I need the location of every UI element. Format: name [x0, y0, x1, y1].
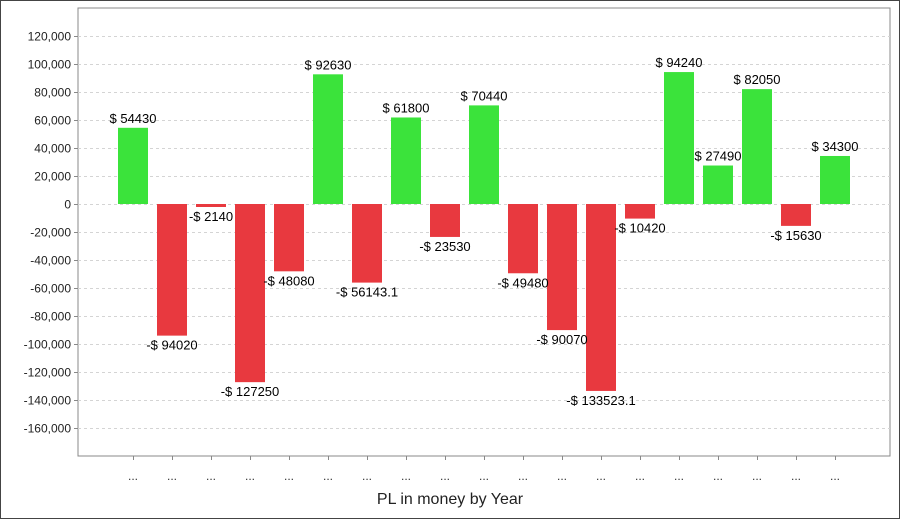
- x-tick-label: ...: [401, 469, 411, 483]
- data-label: $ 27490: [695, 149, 742, 164]
- bar: [196, 204, 226, 207]
- bar: [118, 127, 148, 204]
- x-tick-label: ...: [518, 469, 528, 483]
- data-label: -$ 10420: [614, 221, 665, 236]
- bar: [820, 155, 850, 204]
- y-tick-label: -20,000: [30, 226, 71, 240]
- bar: [625, 204, 655, 219]
- x-axis: ........................................…: [128, 456, 840, 483]
- y-tick-label: -80,000: [30, 310, 71, 324]
- data-label: $ 94240: [656, 55, 703, 70]
- x-axis-label: PL in money by Year: [376, 491, 524, 508]
- x-tick-label: ...: [362, 469, 372, 483]
- y-tick-label: -60,000: [30, 282, 71, 296]
- data-label: $ 61800: [383, 100, 430, 115]
- bar: [352, 204, 382, 283]
- y-tick-label: -100,000: [24, 338, 72, 352]
- x-tick-label: ...: [323, 469, 333, 483]
- data-label: -$ 127250: [221, 384, 280, 399]
- bar: [469, 105, 499, 204]
- bar: [742, 89, 772, 204]
- bar: [235, 204, 265, 383]
- data-label: $ 34300: [812, 139, 859, 154]
- x-tick-label: ...: [752, 469, 762, 483]
- data-label: -$ 48080: [263, 273, 314, 288]
- data-label: $ 70440: [461, 88, 508, 103]
- data-label: $ 82050: [734, 72, 781, 87]
- x-tick-label: ...: [830, 469, 840, 483]
- data-label: -$ 133523.1: [566, 393, 635, 408]
- y-tick-label: 20,000: [34, 170, 71, 184]
- data-label: -$ 49480: [497, 275, 548, 290]
- y-tick-label: 100,000: [28, 58, 72, 72]
- bar: [430, 204, 460, 237]
- data-label: -$ 90070: [536, 332, 587, 347]
- x-tick-label: ...: [713, 469, 723, 483]
- y-tick-label: -120,000: [24, 366, 72, 380]
- bar: [664, 72, 694, 205]
- y-tick-label: -140,000: [24, 394, 72, 408]
- y-tick-label: -40,000: [30, 254, 71, 268]
- x-tick-label: ...: [440, 469, 450, 483]
- data-label: -$ 23530: [419, 239, 470, 254]
- x-tick-label: ...: [128, 469, 138, 483]
- bars: [118, 72, 850, 391]
- x-tick-label: ...: [206, 469, 216, 483]
- data-label: -$ 56143.1: [336, 285, 398, 300]
- bar: [391, 117, 421, 204]
- bar: [781, 204, 811, 226]
- y-tick-label: 80,000: [34, 86, 71, 100]
- x-tick-label: ...: [791, 469, 801, 483]
- data-label: -$ 15630: [770, 228, 821, 243]
- x-tick-label: ...: [635, 469, 645, 483]
- bar: [547, 204, 577, 331]
- data-label: $ 54430: [110, 111, 157, 126]
- bar: [313, 74, 343, 205]
- data-label: -$ 94020: [146, 338, 197, 353]
- bar: [508, 204, 538, 274]
- data-label: -$ 2140: [189, 209, 233, 224]
- x-tick-label: ...: [557, 469, 567, 483]
- y-axis: 120,000 100,000 80,000 60,000 40,000 20,000 0 -…: [24, 30, 78, 436]
- data-labels: $ 54430 -$ 94020 -$ 2140 -$ 127250 -$ 48080 $…: [110, 55, 859, 408]
- bar: [586, 204, 616, 391]
- bar: [703, 165, 733, 204]
- x-tick-label: ...: [596, 469, 606, 483]
- y-tick-label: 0: [64, 198, 71, 212]
- y-tick-label: -160,000: [24, 422, 72, 436]
- x-tick-label: ...: [167, 469, 177, 483]
- x-tick-label: ...: [479, 469, 489, 483]
- x-tick-label: ...: [284, 469, 294, 483]
- x-tick-label: ...: [674, 469, 684, 483]
- bar: [274, 204, 304, 272]
- data-label: $ 92630: [305, 57, 352, 72]
- x-tick-label: ...: [245, 469, 255, 483]
- y-tick-label: 40,000: [34, 142, 71, 156]
- bar: [157, 204, 187, 336]
- y-tick-label: 120,000: [28, 30, 72, 44]
- y-tick-label: 60,000: [34, 114, 71, 128]
